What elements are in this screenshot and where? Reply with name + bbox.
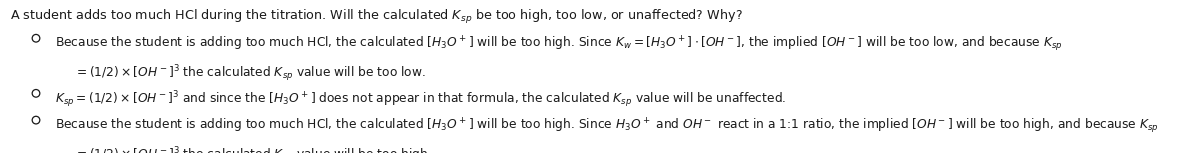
Text: $= (1/2) \times [OH^-]^3$ the calculated $K_{sp}$ value will be too high.: $= (1/2) \times [OH^-]^3$ the calculated… <box>74 145 432 153</box>
Text: $K_{sp} = (1/2) \times [OH^-]^3$ and since the $[H_3O^+]$ does not appear in tha: $K_{sp} = (1/2) \times [OH^-]^3$ and sin… <box>55 90 786 110</box>
Text: A student adds too much HCl during the titration. Will the calculated $K_{sp}$ b: A student adds too much HCl during the t… <box>10 8 743 26</box>
Text: Because the student is adding too much HCl, the calculated $[H_3O^+]$ will be to: Because the student is adding too much H… <box>55 34 1063 54</box>
Text: Because the student is adding too much HCl, the calculated $[H_3O^+]$ will be to: Because the student is adding too much H… <box>55 116 1159 136</box>
Text: $= (1/2) \times [OH^-]^3$ the calculated $K_{sp}$ value will be too low.: $= (1/2) \times [OH^-]^3$ the calculated… <box>74 63 426 84</box>
